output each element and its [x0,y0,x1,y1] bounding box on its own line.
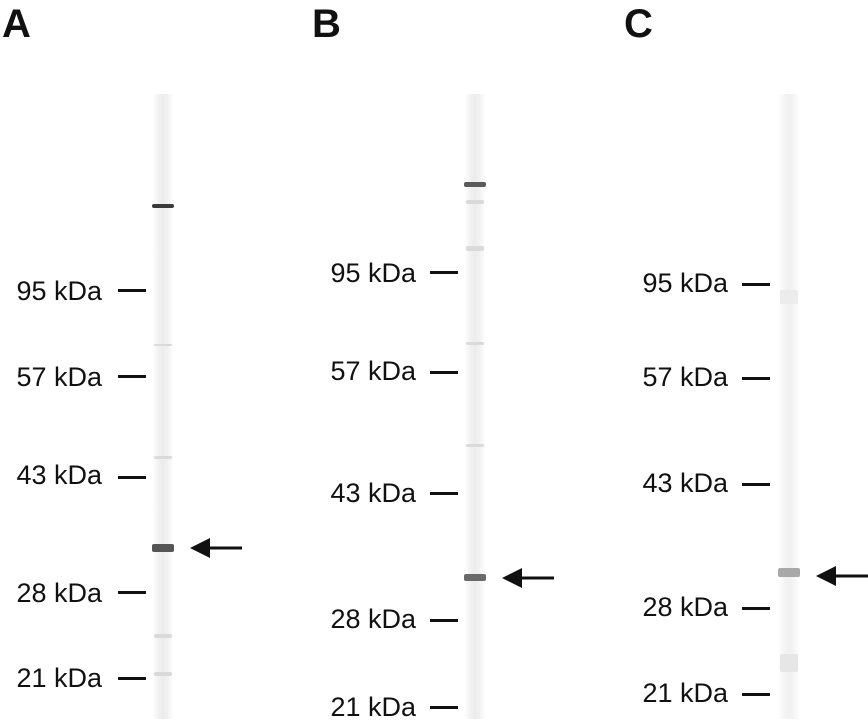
marker-tick-28 [430,619,458,622]
marker-label-21: 21 kDa [330,692,416,722]
faint-band [466,200,484,204]
faint-band [466,342,484,345]
blot-panel-c: C 95 kDa 57 kDa 43 kDa 28 kDa 21 kDa [612,0,868,719]
faint-band [780,654,798,672]
marker-tick-95 [118,289,146,292]
faint-band [154,344,172,346]
gel-lane [152,94,174,719]
marker-label-57: 57 kDa [16,362,102,392]
marker-label-21: 21 kDa [16,663,102,693]
blot-panel-b: B 95 kDa 57 kDa 43 kDa 28 kDa 21 kDa [300,0,580,722]
marker-label-95: 95 kDa [642,268,728,298]
high-mw-band [464,182,486,187]
faint-band [466,444,484,447]
marker-tick-95 [742,283,770,286]
marker-tick-21 [430,706,458,709]
marker-label-28: 28 kDa [330,604,416,634]
marker-label-95: 95 kDa [16,276,102,306]
marker-label-43: 43 kDa [16,460,102,490]
faint-band [154,634,172,638]
marker-tick-43 [118,476,146,479]
left-arrow-icon [502,568,554,588]
panel-label: A [2,2,31,46]
blot-panel-a: A 95 kDa 57 kDa 43 kDa 28 kDa 21 kDa [0,0,288,719]
marker-tick-57 [742,377,770,380]
marker-label-21: 21 kDa [642,678,728,708]
marker-tick-57 [118,375,146,378]
marker-tick-28 [118,591,146,594]
marker-label-95: 95 kDa [330,258,416,288]
faint-band [154,672,172,676]
marker-tick-21 [118,677,146,680]
marker-label-43: 43 kDa [642,468,728,498]
marker-tick-57 [430,371,458,374]
left-arrow-icon [190,538,242,558]
marker-label-43: 43 kDa [330,478,416,508]
marker-tick-28 [742,607,770,610]
marker-label-28: 28 kDa [16,578,102,608]
marker-tick-43 [742,483,770,486]
high-mw-band [152,204,174,208]
target-band [778,568,800,577]
marker-label-28: 28 kDa [642,592,728,622]
marker-label-57: 57 kDa [642,362,728,392]
left-arrow-icon [816,566,868,586]
target-band [464,574,486,581]
gel-lane [778,94,800,719]
faint-band [466,246,484,251]
marker-label-57: 57 kDa [330,356,416,386]
marker-tick-21 [742,693,770,696]
marker-tick-43 [430,492,458,495]
marker-tick-95 [430,271,458,274]
target-band [152,544,174,552]
panel-label: C [624,2,653,46]
panel-label: B [312,2,341,46]
faint-band [154,456,172,459]
gel-lane [464,94,486,719]
faint-band [780,290,798,304]
